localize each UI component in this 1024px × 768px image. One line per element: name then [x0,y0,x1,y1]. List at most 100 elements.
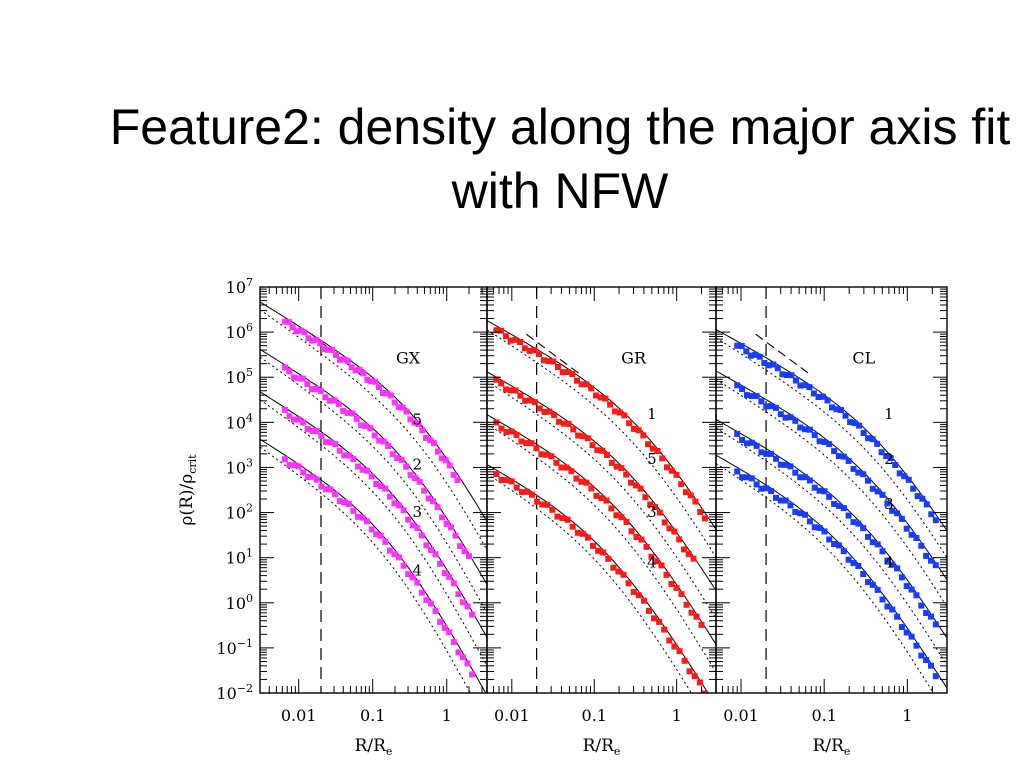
data-point [380,438,387,445]
data-point [865,477,871,484]
data-point [838,407,844,413]
data-point [821,439,828,445]
data-point [589,442,596,449]
data-point [845,556,852,563]
data-point [913,535,920,541]
data-point [743,348,750,355]
data-point [415,421,422,427]
data-point [560,420,567,427]
data-point [748,475,755,482]
data-point [743,392,750,399]
data-point [313,476,320,483]
data-point [405,516,412,523]
data-point [437,560,444,567]
data-point [623,471,630,478]
data-point [536,405,543,412]
data-point [512,336,519,343]
data-point [787,502,794,509]
data-point [821,488,828,495]
data-point [850,519,857,526]
data-point [322,394,329,401]
data-point [688,609,695,616]
data-point [598,495,605,502]
data-point [878,449,885,456]
data-point [396,554,402,561]
data-point [579,530,586,537]
data-point [352,367,359,374]
data-point [802,511,808,518]
data-point [281,318,288,325]
data-point [865,435,872,442]
data-point [658,562,665,569]
data-point [663,571,670,578]
y-tick-label: 106 [226,321,253,342]
data-point [738,343,745,349]
data-point [358,422,365,429]
data-point [643,543,650,550]
data-point [553,459,560,466]
data-point [349,410,356,417]
data-point [454,477,461,484]
data-point [656,618,663,625]
data-point [683,601,690,608]
data-point [295,375,302,382]
data-point [425,495,432,502]
data-point [327,486,334,493]
data-point [592,392,599,399]
data-point [336,356,343,363]
data-point [498,380,505,387]
curve-label: 4 [647,554,657,572]
data-point [638,536,645,543]
data-point [442,457,449,464]
data-point [391,500,398,507]
data-point [914,493,921,500]
data-point [831,448,838,455]
data-point [341,452,348,459]
data-point [305,335,312,342]
data-point [840,548,847,555]
data-point [583,381,590,388]
data-point [626,420,633,427]
data-point [371,432,378,439]
data-point [602,395,609,402]
data-point [419,427,426,434]
data-point [668,467,675,474]
series-gx-2 [260,348,487,614]
y-tick-label: 104 [226,411,253,432]
data-point [438,455,445,462]
data-point [549,506,556,513]
data-point [678,481,685,488]
y-tick-label: 101 [226,547,253,568]
curve-label: 5 [413,410,423,428]
data-point [362,423,369,430]
x-tick-label: 0.1 [582,706,607,725]
data-point [610,564,617,571]
data-point [373,481,380,487]
data-point [884,603,891,610]
data-point [345,452,352,459]
x-tick-label: 0.01 [494,706,530,725]
data-point [874,541,881,548]
x-tick-label: 0.1 [811,706,836,725]
data-point [461,548,468,555]
data-point [503,386,509,393]
data-point [340,407,347,414]
data-point [928,662,934,669]
data-point [281,364,288,371]
data-point [739,437,746,443]
data-point [768,488,775,495]
data-point [608,459,615,466]
data-point [693,613,700,620]
data-point [802,474,808,481]
data-point [289,324,296,331]
data-point [932,562,939,569]
data-point [821,528,828,535]
data-point [739,386,746,392]
data-point [787,463,794,470]
data-point [573,475,580,482]
data-point [409,574,416,581]
data-point [377,483,384,490]
data-point [559,369,566,376]
data-point [594,447,601,454]
curve-label: 2 [884,450,894,468]
